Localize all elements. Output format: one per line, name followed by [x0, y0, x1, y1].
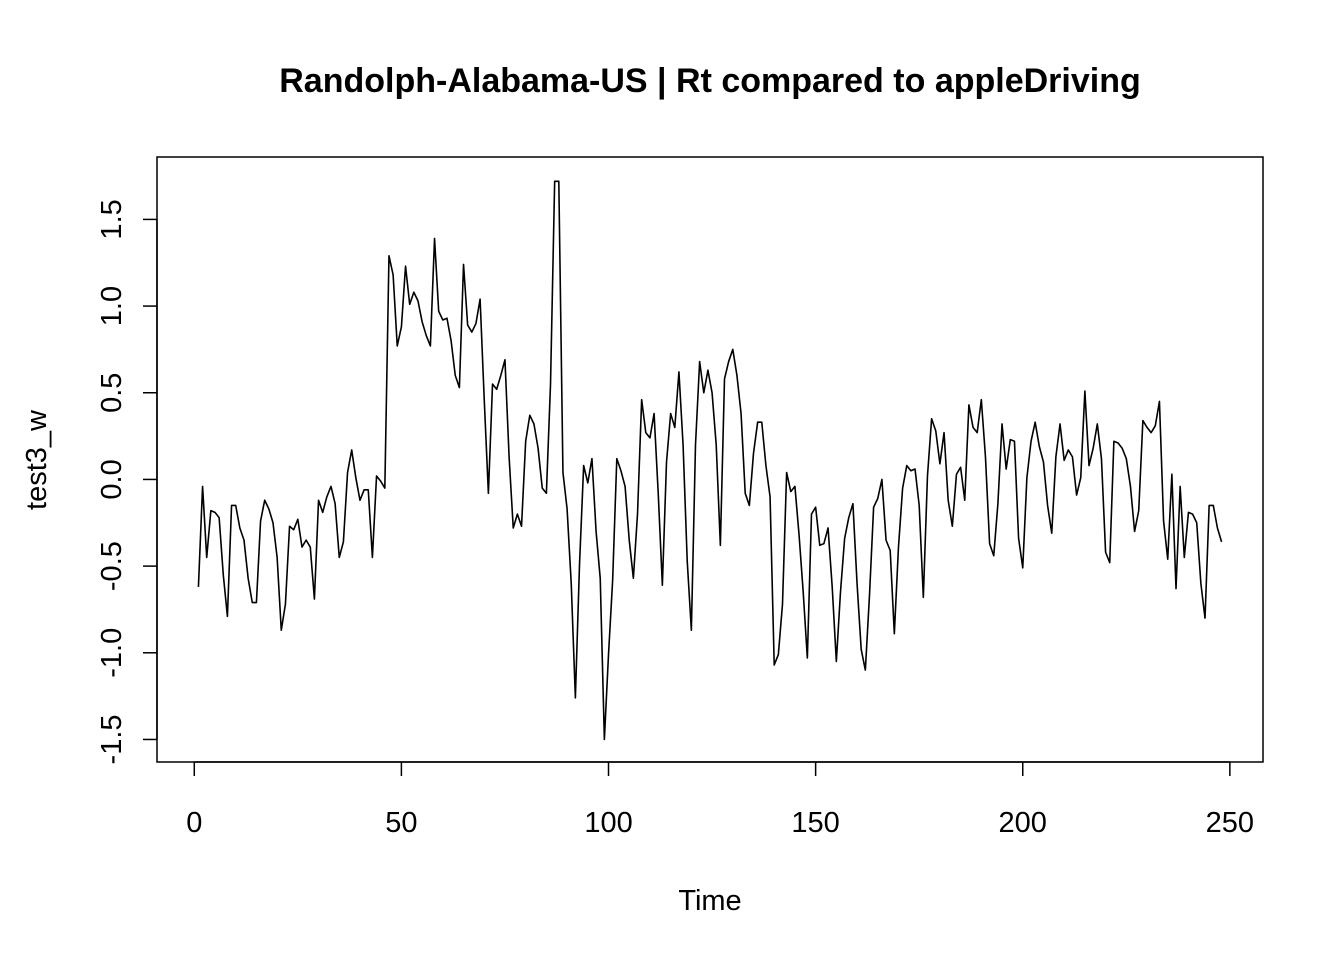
x-tick-label: 100 — [584, 807, 632, 839]
x-tick-label: 150 — [791, 807, 839, 839]
x-tick-label: 250 — [1206, 807, 1254, 839]
x-axis: 0 50 100 150 200 250 — [186, 761, 1254, 839]
y-tick-label: 1.5 — [96, 199, 128, 239]
y-axis: -1.5 -1.0 -0.5 0.0 0.5 1.0 1.5 — [96, 199, 158, 764]
chart-title: Randolph-Alabama-US | Rt compared to app… — [279, 62, 1141, 100]
x-tick-label: 0 — [186, 807, 202, 839]
y-tick-label: -1.5 — [96, 714, 128, 764]
y-tick-label: -0.5 — [96, 541, 128, 591]
x-axis-label: Time — [678, 885, 741, 917]
plot-frame — [156, 156, 1264, 763]
series-line — [197, 180, 1223, 741]
y-tick-label: -1.0 — [96, 628, 128, 678]
y-tick-label: 0.5 — [96, 373, 128, 413]
y-tick-label: 1.0 — [96, 286, 128, 326]
y-tick-label: 0.0 — [96, 459, 128, 499]
x-tick-label: 200 — [999, 807, 1047, 839]
x-tick-label: 50 — [385, 807, 417, 839]
y-axis-label: test3_w — [21, 409, 53, 510]
